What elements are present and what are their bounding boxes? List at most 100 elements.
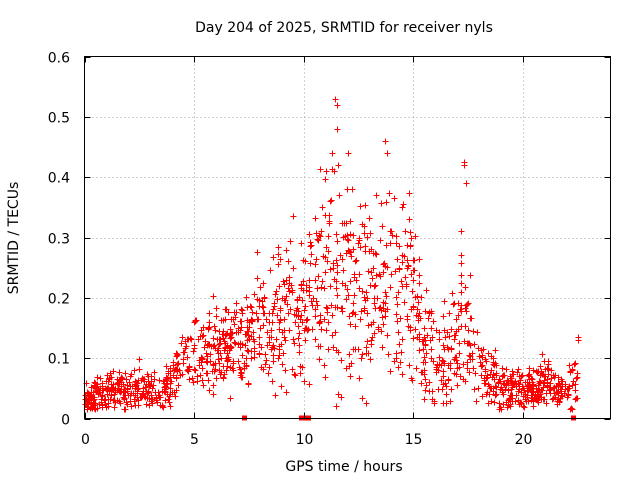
data-point — [199, 377, 206, 384]
data-point — [317, 166, 324, 173]
data-point — [260, 366, 267, 373]
data-point — [366, 215, 373, 222]
axes-layer — [84, 56, 611, 419]
data-point — [167, 391, 174, 398]
data-point — [407, 242, 414, 249]
data-point — [291, 371, 298, 378]
data-point — [170, 372, 177, 379]
data-point — [356, 285, 363, 292]
data-point — [554, 389, 561, 396]
data-point — [514, 369, 521, 376]
data-point — [365, 268, 372, 275]
data-point — [306, 288, 313, 295]
data-point — [410, 257, 417, 264]
data-point — [229, 365, 236, 372]
data-point — [289, 366, 296, 373]
data-point — [285, 310, 292, 317]
data-point — [394, 256, 401, 263]
data-point — [242, 342, 249, 349]
data-point — [290, 213, 297, 220]
data-point — [513, 383, 520, 390]
data-point — [499, 373, 506, 380]
data-point — [308, 242, 315, 249]
data-point — [335, 162, 342, 169]
data-point — [377, 304, 384, 311]
data-point — [262, 361, 269, 368]
data-point — [448, 386, 455, 393]
data-point — [334, 269, 341, 276]
data-point — [250, 336, 257, 343]
data-point — [92, 385, 99, 392]
data-point — [408, 375, 415, 382]
data-point — [128, 390, 135, 397]
data-point — [569, 406, 576, 413]
data-point — [364, 234, 371, 241]
data-point — [481, 377, 488, 384]
data-point — [423, 350, 430, 357]
data-point — [382, 138, 389, 145]
data-point — [282, 367, 289, 374]
data-point — [322, 212, 329, 219]
data-point — [99, 393, 106, 400]
data-point — [370, 319, 377, 326]
data-point — [254, 249, 261, 256]
data-point — [215, 350, 222, 357]
data-point — [409, 288, 416, 295]
data-point — [496, 400, 503, 407]
data-point — [266, 364, 273, 371]
data-point — [180, 356, 187, 363]
data-point — [466, 369, 473, 376]
data-point — [90, 389, 97, 396]
data-point — [491, 376, 498, 383]
data-point — [283, 293, 290, 300]
data-point — [310, 295, 317, 302]
data-point — [220, 335, 227, 342]
data-point — [120, 381, 127, 388]
data-point — [186, 364, 193, 371]
data-point — [374, 295, 381, 302]
data-point — [319, 204, 326, 211]
data-point — [503, 366, 510, 373]
data-point — [345, 150, 352, 157]
data-point — [190, 348, 197, 355]
data-point — [132, 378, 139, 385]
data-point — [330, 265, 337, 272]
data-point — [282, 337, 289, 344]
data-point — [436, 354, 443, 361]
data-point — [210, 293, 217, 300]
data-point — [126, 379, 133, 386]
data-point — [224, 358, 231, 365]
data-point — [313, 256, 320, 263]
data-point — [458, 260, 465, 267]
data-point — [424, 332, 431, 339]
data-point — [574, 374, 581, 381]
data-point — [307, 260, 314, 267]
data-points-layer — [82, 96, 582, 421]
data-point — [379, 344, 386, 351]
data-point — [296, 330, 303, 337]
data-point — [419, 338, 426, 345]
data-point — [346, 313, 353, 320]
data-point — [224, 342, 231, 349]
data-point — [488, 398, 495, 405]
data-point — [254, 316, 261, 323]
data-point — [327, 266, 334, 273]
data-point — [143, 401, 150, 408]
data-point — [270, 306, 277, 313]
data-point — [244, 347, 251, 354]
data-point — [475, 385, 482, 392]
data-point — [415, 299, 422, 306]
data-point — [127, 373, 134, 380]
data-point — [251, 354, 258, 361]
data-point — [337, 252, 344, 259]
data-point — [566, 362, 573, 369]
data-point — [271, 303, 278, 310]
data-point — [522, 379, 529, 386]
data-point — [319, 278, 326, 285]
data-point — [131, 367, 138, 374]
data-point — [554, 401, 561, 408]
data-point — [259, 298, 266, 305]
data-point — [370, 265, 377, 272]
data-point — [237, 366, 244, 373]
